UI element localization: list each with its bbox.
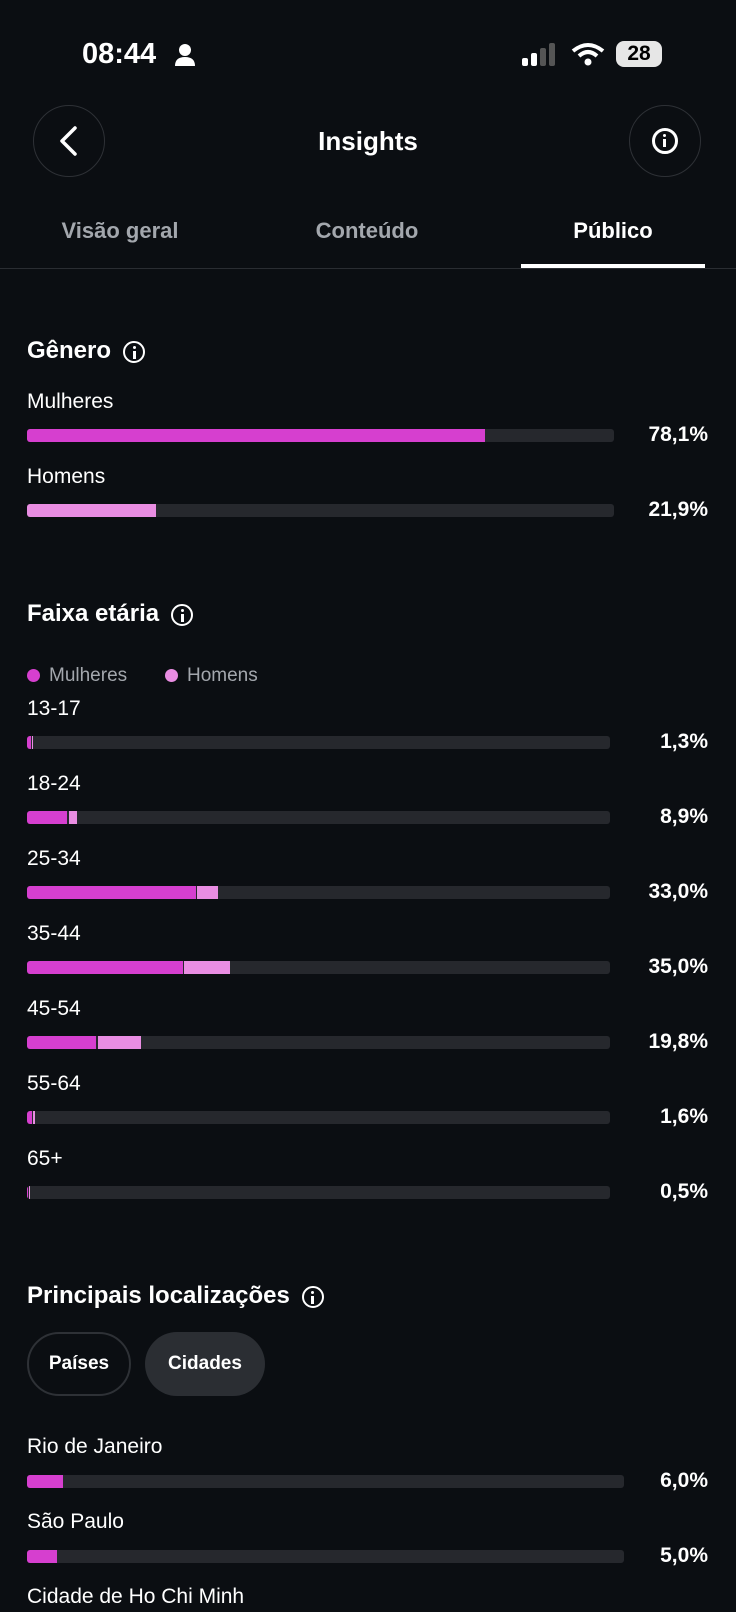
bar-segment — [27, 736, 31, 749]
bar-track — [27, 504, 614, 517]
value-label: 5,0% — [660, 1544, 708, 1567]
value-label: 78,1% — [648, 423, 708, 446]
bar-group — [27, 886, 219, 899]
bar-track — [27, 736, 610, 749]
bar — [27, 429, 486, 442]
bar — [27, 504, 156, 517]
info-icon[interactable] — [123, 340, 146, 363]
bar-segment — [27, 961, 183, 974]
wifi-icon — [571, 43, 605, 66]
bar — [27, 1550, 57, 1563]
info-icon — [652, 128, 678, 154]
value-label: 1,3% — [660, 730, 708, 753]
bar-group — [27, 736, 35, 749]
age-label: 18-24 — [27, 772, 81, 795]
info-icon[interactable] — [301, 1285, 324, 1308]
bar-segment — [27, 1111, 32, 1124]
bar-track — [27, 429, 614, 442]
bar-group — [27, 1036, 142, 1049]
person-icon — [175, 44, 195, 66]
bar-track — [27, 1111, 610, 1124]
section-title-text: Gênero — [27, 337, 112, 364]
bar-group — [27, 1111, 36, 1124]
bar — [27, 1475, 63, 1488]
bar-label: Homens — [27, 465, 106, 488]
section-title-text: Principais localizações — [27, 1282, 290, 1309]
bar-label: Mulheres — [27, 390, 114, 413]
value-label: 21,9% — [648, 498, 708, 521]
bar-track — [27, 1550, 624, 1563]
bar-segment — [33, 1111, 35, 1124]
bar-group — [27, 1186, 31, 1199]
bar-segment — [68, 811, 78, 824]
info-icon[interactable] — [171, 603, 194, 626]
battery: 28 — [616, 41, 662, 67]
tab-indicator — [521, 264, 705, 268]
tab[interactable]: Visão geral — [61, 218, 179, 243]
bar-segment — [29, 1186, 31, 1199]
bar-group — [27, 961, 231, 974]
value-label: 0,5% — [660, 1180, 708, 1203]
value-label: 1,6% — [660, 1105, 708, 1128]
signal-icon — [522, 43, 555, 66]
filter-pill[interactable]: Países — [27, 1332, 131, 1396]
age-label: 65+ — [27, 1147, 63, 1170]
bar-track — [27, 961, 610, 974]
bar-track — [27, 1186, 610, 1199]
info-button[interactable] — [629, 105, 701, 177]
location-label: São Paulo — [27, 1510, 124, 1533]
bar-segment — [27, 811, 68, 824]
bar-segment — [97, 1036, 141, 1049]
bar-segment — [32, 736, 34, 749]
value-label: 33,0% — [648, 880, 708, 903]
bar-segment — [197, 886, 218, 899]
divider — [0, 268, 736, 269]
bar-segment — [184, 961, 230, 974]
back-icon — [60, 126, 77, 156]
bar-segment — [27, 886, 196, 899]
age-label: 35-44 — [27, 922, 81, 945]
legend-label: Homens — [187, 665, 258, 686]
header-title: Insights — [318, 126, 418, 156]
value-label: 6,0% — [660, 1469, 708, 1492]
section-title: Faixa etária — [27, 599, 194, 629]
bar-segment — [27, 1036, 97, 1049]
section-title: Gênero — [27, 336, 146, 366]
age-label: 45-54 — [27, 997, 81, 1020]
bar-track — [27, 1036, 610, 1049]
tab[interactable]: Público — [573, 218, 653, 243]
bar-group — [27, 811, 79, 824]
back-button[interactable] — [33, 105, 105, 177]
legend-dot — [165, 669, 178, 682]
section-title: Principais localizações — [27, 1281, 324, 1311]
legend-dot — [27, 669, 40, 682]
value-label: 19,8% — [648, 1030, 708, 1053]
age-label: 25-34 — [27, 847, 81, 870]
tab[interactable]: Conteúdo — [315, 218, 419, 243]
location-label: Rio de Janeiro — [27, 1435, 163, 1458]
bar-track — [27, 886, 610, 899]
value-label: 35,0% — [648, 955, 708, 978]
age-label: 13-17 — [27, 697, 81, 720]
bar-segment — [27, 1186, 28, 1199]
age-label: 55-64 — [27, 1072, 81, 1095]
bar-track — [27, 811, 610, 824]
bar-track — [27, 1475, 624, 1488]
section-title-text: Faixa etária — [27, 600, 160, 627]
value-label: 8,9% — [660, 805, 708, 828]
legend-label: Mulheres — [49, 665, 128, 686]
location-label: Cidade de Ho Chi Minh — [27, 1585, 245, 1608]
filter-pill-active[interactable]: Cidades — [145, 1332, 265, 1396]
time: 08:44 — [82, 38, 157, 70]
